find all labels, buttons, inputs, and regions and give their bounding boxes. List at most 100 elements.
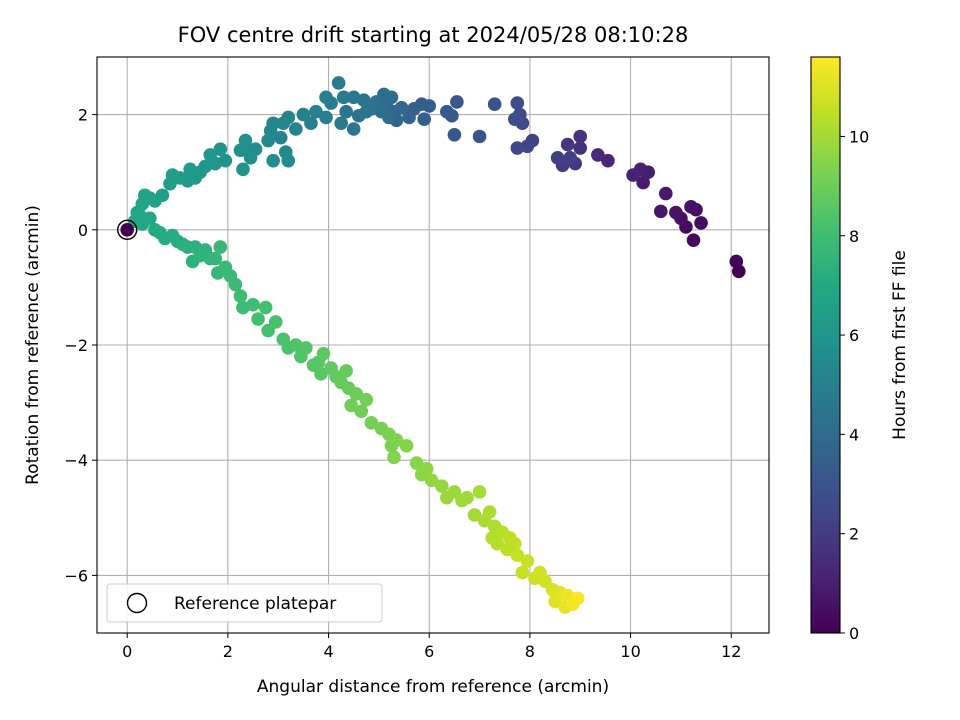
colorbar-gradient bbox=[810, 56, 841, 634]
scatter-point bbox=[467, 508, 482, 522]
x-tick-label: 10 bbox=[620, 642, 640, 661]
scatter-point bbox=[694, 216, 708, 230]
scatter-point bbox=[389, 433, 404, 447]
scatter-point bbox=[563, 151, 577, 165]
scatter-points bbox=[117, 76, 746, 614]
scatter-point bbox=[351, 108, 366, 123]
scatter-point bbox=[482, 505, 497, 519]
scatter-point bbox=[472, 129, 487, 144]
scatter-point bbox=[510, 141, 525, 155]
scatter-point bbox=[203, 148, 218, 162]
scatter-point bbox=[208, 251, 223, 266]
colorbar-tick-label: 4 bbox=[849, 425, 859, 444]
scatter-point bbox=[417, 112, 431, 127]
scatter-point bbox=[261, 133, 275, 148]
x-tick-label: 4 bbox=[323, 642, 333, 661]
scatter-point bbox=[319, 90, 333, 105]
scatter-point bbox=[143, 211, 157, 226]
scatter-point bbox=[331, 76, 346, 90]
chart-title: FOV centre drift starting at 2024/05/28 … bbox=[178, 23, 689, 47]
scatter-point bbox=[319, 110, 333, 125]
scatter-point bbox=[299, 341, 313, 355]
scatter-point bbox=[183, 162, 197, 177]
scatter-point bbox=[238, 133, 253, 148]
scatter-point bbox=[236, 162, 250, 177]
scatter-point bbox=[510, 96, 525, 110]
scatter-point bbox=[339, 364, 353, 378]
colorbar-label: Hours from first FF file bbox=[890, 250, 910, 440]
colorbar-tick-label: 8 bbox=[849, 227, 859, 246]
scatter-point bbox=[213, 240, 228, 254]
scatter-point bbox=[424, 473, 439, 488]
scatter-point bbox=[354, 404, 369, 419]
y-axis-ticks: −6 −4 −2 0 2 bbox=[64, 106, 97, 585]
scatter-point bbox=[669, 205, 683, 220]
scatter-point bbox=[422, 99, 437, 113]
scatter-point bbox=[138, 188, 152, 203]
scatter-point bbox=[163, 176, 177, 191]
y-tick-label: −6 bbox=[64, 566, 88, 585]
legend: Reference platepar bbox=[106, 583, 383, 623]
scatter-point bbox=[729, 254, 744, 269]
scatter-point bbox=[296, 107, 311, 122]
scatter-point bbox=[266, 153, 280, 168]
scatter-point bbox=[228, 277, 243, 292]
scatter-point bbox=[450, 95, 464, 109]
scatter-point bbox=[550, 151, 565, 165]
scatter-point bbox=[359, 392, 374, 407]
x-tick-label: 6 bbox=[424, 642, 434, 661]
x-tick-label: 12 bbox=[721, 642, 741, 661]
scatter-point bbox=[560, 137, 575, 152]
scatter-point bbox=[243, 151, 258, 165]
colorbar-tick-label: 0 bbox=[849, 624, 859, 643]
scatter-point bbox=[346, 90, 361, 105]
legend-box bbox=[106, 583, 383, 623]
scatter-point bbox=[487, 97, 502, 112]
legend-marker-reference bbox=[126, 592, 148, 614]
colorbar-tick-label: 10 bbox=[849, 127, 869, 146]
scatter-point bbox=[515, 565, 530, 580]
scatter-point bbox=[346, 122, 361, 136]
scatter-point bbox=[573, 129, 588, 144]
colorbar-tick-label: 2 bbox=[849, 525, 859, 544]
y-tick-label: −4 bbox=[64, 451, 88, 470]
scatter-point bbox=[636, 175, 650, 190]
scatter-point bbox=[281, 153, 296, 168]
scatter-point bbox=[314, 367, 328, 381]
grid bbox=[97, 57, 769, 633]
scatter-point bbox=[460, 490, 474, 505]
scatter-point bbox=[570, 591, 585, 606]
scatter-point bbox=[402, 110, 416, 125]
scatter-point bbox=[684, 199, 698, 214]
x-tick-label: 8 bbox=[525, 642, 535, 661]
scatter-point bbox=[601, 153, 615, 168]
scatter-point bbox=[447, 127, 462, 142]
scatter-point bbox=[336, 90, 351, 105]
scatter-point bbox=[520, 139, 535, 154]
scatter-point bbox=[490, 536, 504, 551]
scatter-point bbox=[273, 130, 288, 145]
scatter-point bbox=[507, 536, 522, 551]
scatter-point bbox=[258, 300, 273, 315]
scatter-point bbox=[344, 398, 359, 413]
y-tick-label: 2 bbox=[78, 106, 88, 125]
y-tick-label: −2 bbox=[64, 336, 88, 355]
scatter-point bbox=[409, 456, 424, 470]
scatter-point bbox=[659, 186, 673, 201]
scatter-point bbox=[349, 387, 364, 401]
scatter-point bbox=[276, 116, 291, 131]
scatter-point bbox=[394, 100, 409, 115]
reference-point-fill bbox=[120, 223, 135, 237]
colorbar-ticks: 0 2 4 6 8 10 bbox=[840, 127, 869, 643]
scatter-point bbox=[364, 415, 379, 430]
legend-entry-reference: Reference platepar bbox=[174, 594, 336, 614]
scatter-point bbox=[339, 104, 353, 119]
colorbar: 0 2 4 6 8 10 Hours from first FF file bbox=[810, 56, 910, 643]
x-axis-ticks: 0 2 4 6 8 10 12 bbox=[122, 633, 741, 661]
scatter-point bbox=[435, 479, 449, 493]
scatter-point bbox=[309, 104, 323, 119]
scatter-point bbox=[387, 450, 401, 465]
scatter-point bbox=[573, 141, 588, 155]
scatter-point bbox=[334, 116, 348, 131]
scatter-point bbox=[246, 297, 260, 312]
